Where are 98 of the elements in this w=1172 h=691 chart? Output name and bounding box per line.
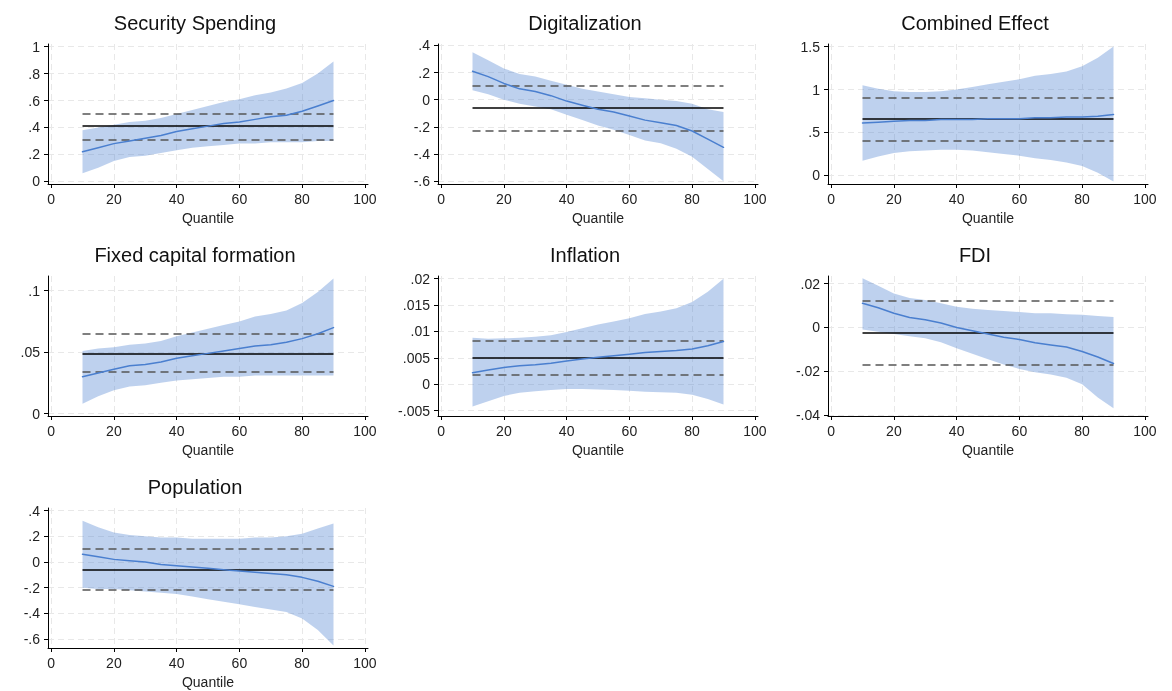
x-tick-label: 60 (621, 423, 638, 439)
x-tick-label: 40 (168, 191, 185, 207)
x-axis-title: Quantile (571, 441, 625, 458)
x-tick-label: 40 (558, 423, 575, 439)
x-tick-label: 100 (743, 191, 767, 207)
line-series (81, 99, 335, 153)
x-axis-title: Quantile (181, 441, 235, 458)
x-tick-label: 0 (47, 191, 56, 207)
x-tick-label: 100 (1133, 423, 1157, 439)
x-tick-label: 0 (47, 423, 56, 439)
y-tick-label: -.6 (413, 173, 431, 190)
y-tick-label: 0 (422, 376, 431, 393)
x-tick-label: 60 (1011, 191, 1028, 207)
y-tick-label: .4 (28, 119, 41, 136)
line-series (861, 113, 1115, 124)
y-tick-label: .005 (402, 349, 431, 366)
y-tick-label: .2 (418, 64, 431, 81)
line-series (81, 326, 335, 378)
x-tick-label: 80 (684, 191, 701, 207)
y-tick-label: .02 (410, 270, 431, 287)
y-tick-label: 0 (32, 405, 41, 422)
chart-title: Combined Effect (901, 12, 1050, 34)
y-tick-label: 1.5 (800, 38, 821, 55)
y-tick-label: 0 (812, 167, 821, 184)
x-tick-label: 40 (558, 191, 575, 207)
x-tick-label: 60 (621, 191, 638, 207)
y-tick-label: 0 (32, 553, 41, 570)
y-tick-label: .8 (28, 65, 41, 82)
line-series (471, 340, 725, 374)
x-tick-label: 0 (827, 191, 836, 207)
chart-title: Population (147, 476, 243, 498)
x-tick-label: 100 (353, 423, 377, 439)
x-tick-label: 40 (168, 423, 185, 439)
x-tick-label: 20 (886, 191, 902, 207)
y-tick-label: .4 (28, 502, 41, 519)
x-tick-label: 60 (231, 191, 248, 207)
x-tick-label: 100 (353, 655, 377, 671)
x-tick-label: 20 (886, 423, 902, 439)
x-tick-label: 20 (496, 191, 512, 207)
y-tick-label: 0 (812, 319, 821, 336)
x-tick-label: 100 (743, 423, 767, 439)
y-tick-label: .5 (808, 124, 821, 141)
y-tick-label: -.2 (23, 579, 41, 596)
y-tick-label: 0 (32, 173, 41, 190)
y-tick-label: .6 (28, 92, 41, 109)
x-tick-label: 20 (106, 423, 122, 439)
x-tick-label: 20 (496, 423, 512, 439)
y-tick-label: .05 (20, 344, 41, 361)
y-tick-label: -.2 (413, 118, 431, 135)
x-axis-title: Quantile (181, 209, 235, 226)
y-tick-label: -.4 (413, 146, 431, 163)
x-axis-title: Quantile (181, 673, 235, 690)
y-tick-label: -.005 (398, 402, 431, 419)
x-tick-label: 20 (106, 655, 122, 671)
line-series (861, 302, 1115, 365)
x-tick-label: 80 (1074, 191, 1091, 207)
x-axis-title: Quantile (961, 441, 1015, 458)
y-tick-label: -.6 (23, 631, 41, 648)
x-tick-label: 40 (168, 655, 185, 671)
y-tick-label: -.4 (23, 605, 41, 622)
chart-title: Inflation (549, 244, 621, 266)
x-axis-title: Quantile (961, 209, 1015, 226)
line-series (471, 70, 725, 149)
x-tick-label: 80 (1074, 423, 1091, 439)
y-tick-label: .1 (28, 282, 41, 299)
x-tick-label: 100 (1133, 191, 1157, 207)
y-tick-label: .2 (28, 528, 41, 545)
x-tick-label: 20 (106, 191, 122, 207)
x-tick-label: 80 (294, 423, 311, 439)
x-tick-label: 40 (948, 423, 965, 439)
y-tick-label: .015 (402, 297, 431, 314)
x-tick-label: 40 (948, 191, 965, 207)
x-axis-title: Quantile (571, 209, 625, 226)
x-tick-label: 80 (294, 655, 311, 671)
chart-title: FDI (958, 244, 992, 266)
x-tick-label: 0 (827, 423, 836, 439)
x-tick-label: 60 (231, 423, 248, 439)
line-series (81, 553, 335, 588)
y-tick-label: 1 (812, 81, 821, 98)
y-tick-label: .2 (28, 146, 41, 163)
y-tick-label: 0 (422, 91, 431, 108)
y-tick-label: .01 (410, 323, 431, 340)
x-tick-label: 60 (1011, 423, 1028, 439)
y-tick-label: -.04 (795, 406, 821, 423)
chart-title: Security Spending (113, 12, 277, 34)
x-tick-label: 60 (231, 655, 248, 671)
chart-title: Digitalization (528, 12, 642, 34)
y-tick-label: 1 (32, 38, 41, 55)
x-tick-label: 80 (684, 423, 701, 439)
y-tick-label: .4 (418, 37, 431, 54)
x-tick-label: 100 (353, 191, 377, 207)
x-tick-label: 0 (437, 423, 446, 439)
x-tick-label: 0 (437, 191, 446, 207)
y-tick-label: .02 (800, 275, 821, 292)
x-tick-label: 80 (294, 191, 311, 207)
x-tick-label: 0 (47, 655, 56, 671)
chart-title: Fixed capital formation (94, 244, 296, 266)
y-tick-label: -.02 (795, 363, 821, 380)
